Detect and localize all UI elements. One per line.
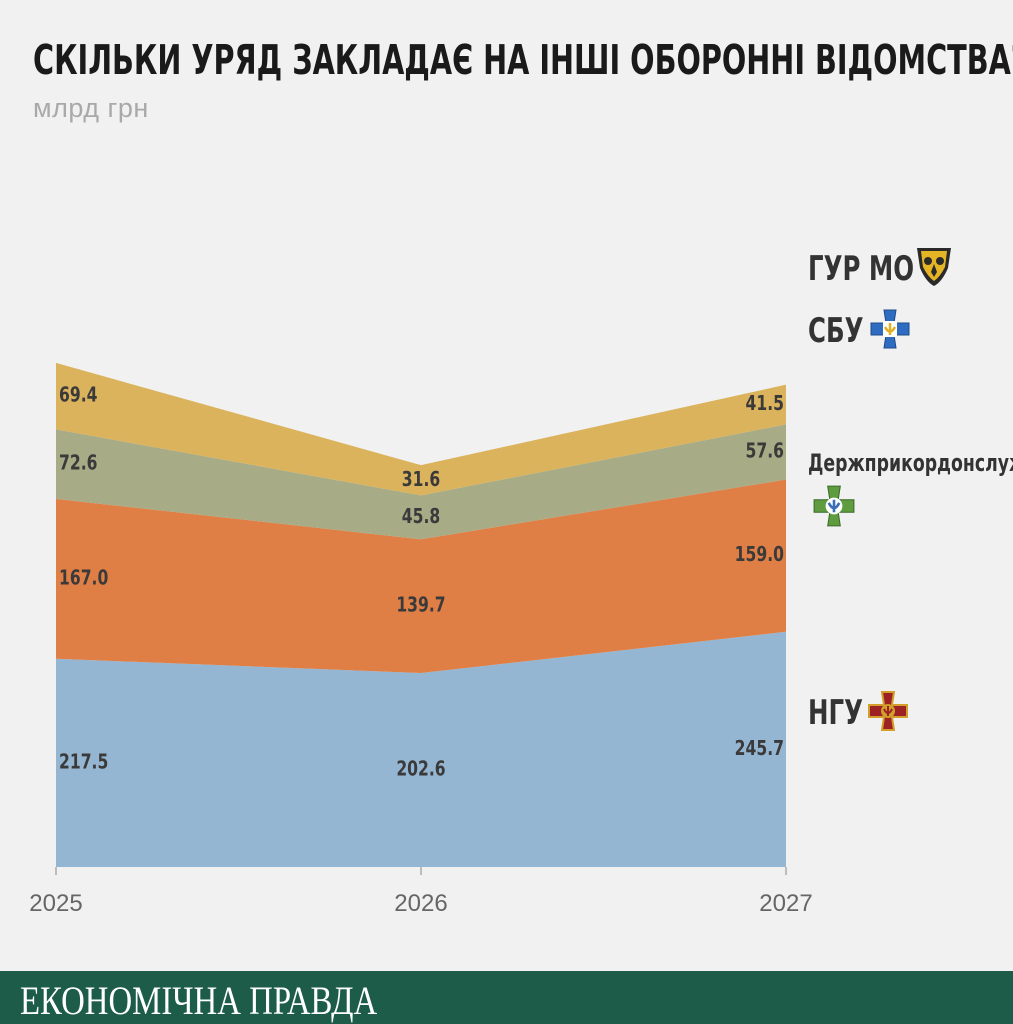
x-tick-label: 2025 (29, 890, 82, 917)
data-label: 45.8 (402, 505, 440, 528)
legend-label-dpsu: Держприкордонслужба (808, 449, 1013, 477)
data-label: 41.5 (746, 392, 784, 415)
data-label: 167.0 (59, 567, 108, 590)
area-series-1 (56, 479, 786, 674)
data-label: 31.6 (402, 468, 440, 491)
data-label: 57.6 (746, 440, 784, 463)
stacked-area-chart: 2025 2026 2027 217.5 202.6 245.7 167.0 139.7 15… (29, 362, 813, 917)
data-label: 217.5 (59, 751, 108, 774)
chart-unit: млрд грн (33, 93, 149, 123)
sbu-cross-icon (870, 309, 910, 349)
area-series-2 (56, 424, 786, 540)
owl-emblem-icon (917, 248, 951, 286)
data-label: 69.4 (59, 384, 97, 407)
data-label: 202.6 (396, 758, 445, 781)
area-layers (56, 362, 786, 867)
legend-label-sbu: СБУ (808, 311, 864, 351)
ngu-cross-icon (868, 691, 908, 731)
x-tick-label: 2026 (394, 890, 447, 917)
brand-logo[interactable]: ЕКОНОМІЧНА ПРАВДА (20, 978, 378, 1023)
data-label: 72.6 (59, 452, 97, 475)
value-labels: 217.5 202.6 245.7 167.0 139.7 159.0 72.6 45.8 57… (59, 384, 784, 781)
footer-bar: ЕКОНОМІЧНА ПРАВДА (0, 971, 1013, 1024)
border-guard-cross-icon (813, 485, 855, 527)
data-label: 159.0 (735, 543, 784, 566)
legend-label-gur: ГУР МО (808, 249, 915, 289)
area-series-0 (56, 631, 786, 867)
legend-label-ngu: НГУ (808, 693, 863, 733)
x-axis: 2025 2026 2027 (29, 867, 813, 917)
area-series-3 (56, 362, 786, 496)
data-label: 139.7 (396, 594, 445, 617)
x-tick-label: 2027 (759, 890, 812, 917)
data-label: 245.7 (735, 737, 784, 760)
